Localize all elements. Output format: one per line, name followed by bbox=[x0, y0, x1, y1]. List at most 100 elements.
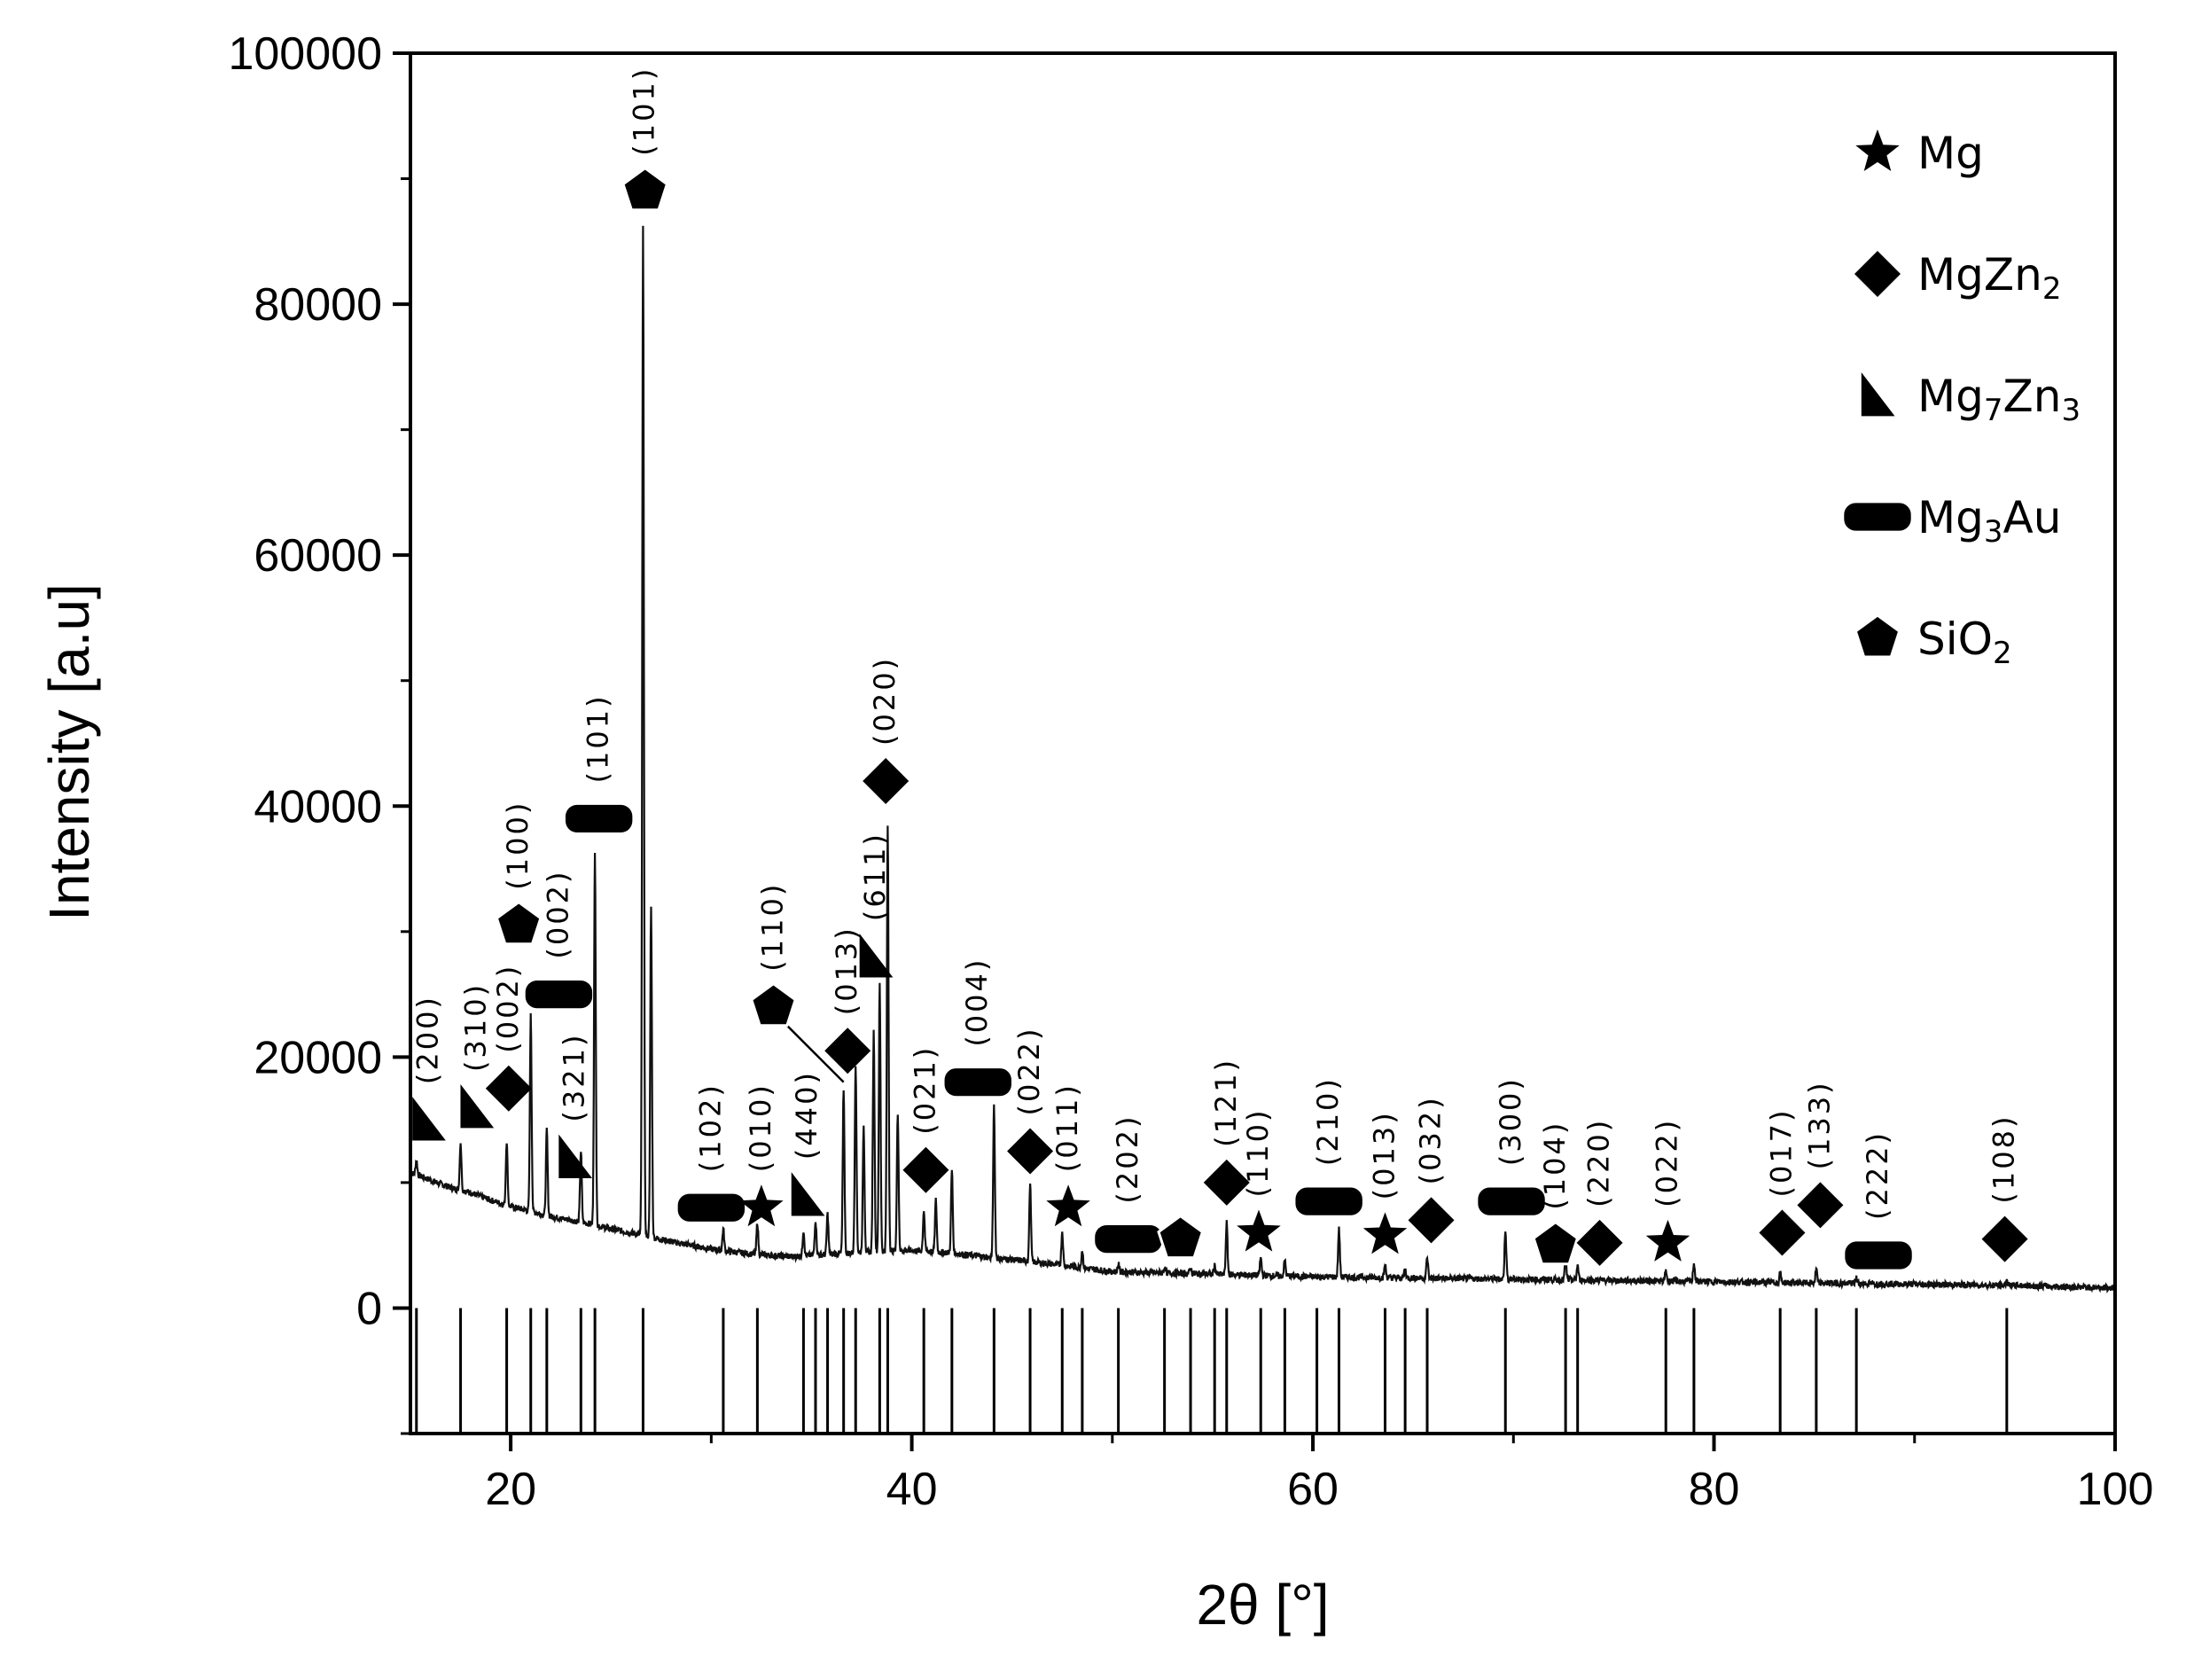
peak-annotation: (102) bbox=[677, 1082, 746, 1222]
hkl-label: (321) bbox=[558, 1033, 591, 1122]
hkl-label: (310) bbox=[459, 982, 493, 1072]
star-icon bbox=[1237, 1209, 1281, 1252]
hkl-label: (101) bbox=[582, 693, 615, 783]
hkl-label: (102) bbox=[693, 1082, 727, 1172]
peak-annotation: (021) bbox=[902, 1045, 949, 1193]
hkl-label: (002) bbox=[541, 870, 574, 959]
hkl-label: (032) bbox=[1414, 1095, 1448, 1184]
hkl-label: (013) bbox=[830, 926, 863, 1015]
peak-annotation: (300) bbox=[1478, 1076, 1545, 1215]
peak-annotation: (101) bbox=[565, 693, 633, 833]
hkl-label: (121) bbox=[1209, 1058, 1243, 1147]
y-tick-label: 40000 bbox=[254, 781, 382, 832]
diamond-icon bbox=[1203, 1159, 1250, 1206]
y-tick-label: 100000 bbox=[228, 28, 382, 80]
pentagon-icon bbox=[621, 166, 669, 212]
axes: 0 20000 40000 60000 80000 100000 20 40 60 80 100 bbox=[228, 28, 2153, 1515]
xrd-pattern-line bbox=[410, 225, 2115, 1294]
rounded-rect-icon bbox=[1095, 1225, 1162, 1254]
hkl-label: (020) bbox=[868, 656, 902, 746]
peak-annotation: (010) bbox=[739, 1082, 784, 1227]
peak-annotation: (022) bbox=[1007, 1026, 1054, 1175]
hkl-label: (210) bbox=[1311, 1076, 1345, 1166]
peak-annotation: (310) bbox=[459, 982, 495, 1129]
rounded-rect-icon bbox=[1845, 1241, 1912, 1270]
x-tick-label: 20 bbox=[485, 1464, 536, 1515]
hkl-label: (013) bbox=[1368, 1110, 1401, 1199]
right-triangle-icon bbox=[859, 934, 894, 978]
leader-line bbox=[782, 1020, 845, 1083]
pentagon-icon bbox=[495, 900, 543, 946]
legend-item: MgZn2 bbox=[1854, 249, 2061, 307]
hkl-label: (010) bbox=[744, 1082, 777, 1172]
hkl-label: (004) bbox=[960, 957, 994, 1047]
hkl-label: (133) bbox=[1802, 1080, 1836, 1169]
legend-label: Mg3Au bbox=[1917, 492, 2061, 550]
hkl-label: (222) bbox=[1861, 1130, 1894, 1220]
plot-frame bbox=[409, 51, 2117, 1435]
peak-annotation: (108) bbox=[1981, 1114, 2028, 1262]
diamond-icon bbox=[1981, 1215, 2028, 1262]
hkl-label: (202) bbox=[1111, 1114, 1144, 1204]
peak-annotation: (013) bbox=[1362, 1110, 1408, 1254]
peak-annotation: (220) bbox=[1576, 1118, 1623, 1266]
right-triangle-icon bbox=[1861, 372, 1895, 417]
legend-label: SiO2 bbox=[1917, 613, 2012, 671]
legend-item: Mg bbox=[1855, 128, 1984, 179]
peak-annotation: (017) bbox=[1759, 1107, 1806, 1256]
peak-annotation: (002) bbox=[485, 964, 532, 1112]
rounded-rect-icon bbox=[525, 980, 593, 1009]
star-icon bbox=[1645, 1219, 1690, 1262]
hkl-label: (017) bbox=[1764, 1107, 1798, 1197]
rounded-rect-icon bbox=[1478, 1187, 1545, 1215]
y-axis-title: Intensity [a.u] bbox=[37, 583, 101, 921]
legend-item: Mg7Zn3 bbox=[1861, 371, 2081, 428]
star-icon bbox=[1362, 1212, 1408, 1254]
hkl-label: (200) bbox=[410, 995, 444, 1084]
pentagon-icon bbox=[1157, 1214, 1205, 1260]
peak-annotation: (032) bbox=[1408, 1095, 1455, 1244]
peak-annotation: (222) bbox=[1845, 1130, 1912, 1270]
hkl-label: (022) bbox=[1012, 1026, 1046, 1115]
peak-annotation: (133) bbox=[1797, 1080, 1844, 1229]
x-tick-label: 100 bbox=[2077, 1464, 2154, 1515]
x-tick-label: 40 bbox=[886, 1464, 938, 1515]
x-tick-label: 80 bbox=[1689, 1464, 1740, 1515]
hkl-label: (011) bbox=[1050, 1082, 1084, 1172]
legend-item: SiO2 bbox=[1854, 613, 2012, 671]
peak-annotation bbox=[1157, 1214, 1205, 1260]
pentagon-icon bbox=[1854, 613, 1901, 659]
hkl-label: (100) bbox=[501, 801, 535, 890]
diamond-icon bbox=[1854, 251, 1901, 297]
right-triangle-icon bbox=[791, 1172, 825, 1216]
right-triangle-icon bbox=[460, 1083, 495, 1129]
diamond-icon bbox=[1797, 1182, 1844, 1229]
peak-annotation: (104) bbox=[1532, 1121, 1580, 1266]
hkl-label: (300) bbox=[1494, 1076, 1527, 1166]
peak-annotation: (611) bbox=[858, 832, 894, 978]
peak-annotation: (020) bbox=[863, 656, 910, 804]
legend-label: Mg bbox=[1917, 128, 1984, 179]
hkl-label: (110) bbox=[755, 882, 789, 972]
diamond-icon bbox=[1759, 1209, 1806, 1256]
rounded-rect-icon bbox=[677, 1193, 746, 1222]
peak-annotation: (100) bbox=[495, 801, 543, 946]
pentagon-icon bbox=[1532, 1220, 1580, 1266]
peak-annotation: (110) bbox=[750, 882, 797, 1028]
peak-annotation: (002) bbox=[525, 870, 593, 1009]
peak-annotation: (440) bbox=[790, 1070, 825, 1216]
diamond-icon bbox=[1576, 1219, 1623, 1266]
peak-annotation: (202) bbox=[1095, 1114, 1162, 1254]
rounded-rect-icon bbox=[944, 1068, 1011, 1097]
peak-annotation: (200) bbox=[410, 995, 446, 1141]
plot-area bbox=[410, 225, 2115, 1434]
peak-annotation: (121) bbox=[1203, 1058, 1250, 1206]
hkl-label: (220) bbox=[1582, 1118, 1616, 1207]
diamond-icon bbox=[902, 1146, 949, 1193]
peak-annotation: (110) bbox=[1237, 1107, 1281, 1252]
diamond-icon bbox=[1007, 1128, 1054, 1175]
hkl-label: (108) bbox=[1987, 1114, 2021, 1204]
y-tick-label: 80000 bbox=[254, 279, 382, 331]
legend: Mg MgZn2 Mg7Zn3 Mg3Au SiO2 bbox=[1844, 128, 2081, 671]
